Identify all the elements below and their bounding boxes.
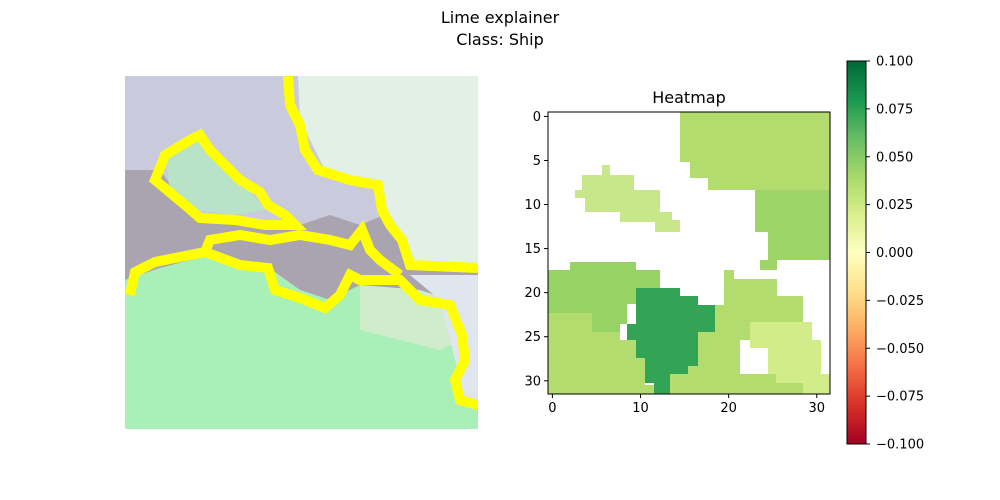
colorbar-axis: 0.100 0.075 0.050 0.025 0.000 −0.025 −0.050 −0.…	[866, 55, 924, 453]
x-tick-label: 30	[809, 401, 826, 416]
heatmap-cells	[548, 112, 830, 394]
colorbar-tick-label: 0.050	[876, 150, 913, 165]
x-tick-label: 10	[632, 401, 649, 416]
colorbar-tick-label: 0.100	[876, 55, 913, 70]
y-tick-label: 20	[524, 286, 541, 301]
y-tick-label: 30	[524, 374, 541, 389]
boundary-ship-segment	[149, 128, 308, 230]
image-ship-region	[165, 135, 265, 215]
boundary-vegetation-edge	[125, 246, 478, 410]
heatmap-title: Heatmap	[652, 88, 726, 107]
x-tick-label: 20	[720, 401, 737, 416]
x-tick-label: 0	[548, 401, 556, 416]
boundary-cloud-edge	[283, 76, 478, 273]
y-tick-label: 5	[533, 154, 541, 169]
heatmap-segment-bottom-right-inner	[750, 322, 830, 394]
y-tick-label: 10	[524, 198, 541, 213]
colorbar-tick-label: 0.075	[876, 102, 913, 117]
explained-image	[125, 76, 478, 429]
image-cloud-region	[298, 76, 478, 265]
colorbar-tick-label: −0.050	[876, 342, 924, 357]
colorbar-tick-label: 0.025	[876, 198, 913, 213]
colorbar-tick-label: −0.100	[876, 438, 924, 453]
heatmap-segment-bottom-right	[670, 270, 803, 394]
figure-title-line-2: Class: Ship	[456, 30, 544, 49]
colorbar	[846, 60, 867, 445]
heatmap-segment-left-ship	[575, 165, 680, 232]
boundary-rock-inner	[200, 220, 403, 279]
heatmap-segment-right-middle	[755, 190, 830, 270]
colorbar-tick-label: −0.025	[876, 294, 924, 309]
y-tick-label: 0	[533, 110, 541, 125]
colorbar-tick-label: −0.075	[876, 390, 924, 405]
heatmap-segment-bottom-center	[627, 288, 715, 394]
figure-title-line-1: Lime explainer	[440, 8, 560, 27]
heatmap-frame	[547, 111, 831, 395]
heatmap-segment-bottom-left-lower	[548, 313, 660, 394]
heatmap-segment-top-right	[680, 112, 830, 190]
colorbar-tick-label: 0.000	[876, 246, 913, 261]
superpixel-boundaries	[125, 76, 478, 410]
y-tick-label: 15	[524, 242, 541, 257]
heatmap-segment-bottom-left	[548, 262, 660, 332]
heatmap-axes: 0 10 20 30 0 5 10 15 20 25 30	[524, 110, 825, 416]
y-tick-label: 25	[524, 330, 541, 345]
